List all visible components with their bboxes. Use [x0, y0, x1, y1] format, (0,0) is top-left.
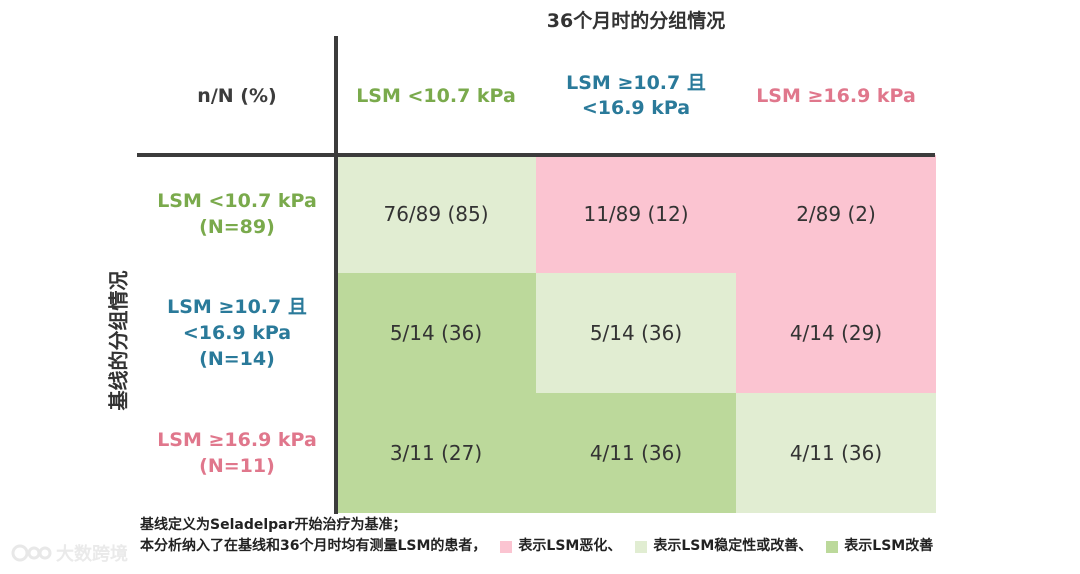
- cell-value: 11/89 (12): [583, 202, 689, 226]
- heatmap-cell: 5/14 (36): [536, 273, 736, 393]
- row-header-2: LSM ≥10.7 且 <16.9 kPa (N=14): [140, 273, 334, 393]
- corner-label: n/N (%): [197, 85, 277, 107]
- row-header-3: LSM ≥16.9 kPa (N=11): [140, 393, 334, 513]
- column-header-1: LSM <10.7 kPa: [336, 60, 536, 132]
- footnote-line-1: 基线定义为Seladelpar开始治疗为基准；: [140, 517, 407, 533]
- cell-value: 4/14 (29): [789, 321, 883, 345]
- footnote-line-2: 本分析纳入了在基线和36个月时均有测量LSM的患者， 表示LSM恶化、 表示LSM…: [140, 536, 933, 557]
- horizontal-divider: [137, 153, 935, 157]
- column-header-text: LSM ≥10.7 且 <16.9 kPa: [566, 71, 706, 121]
- heatmap-cell: 4/11 (36): [536, 393, 736, 513]
- column-header-3: LSM ≥16.9 kPa: [736, 60, 936, 132]
- cell-value: 5/14 (36): [389, 321, 483, 345]
- label-line: (N=89): [199, 216, 275, 238]
- legend-swatch-improved: [826, 540, 839, 553]
- heatmap-cell: 3/11 (27): [336, 393, 536, 513]
- y-axis-title: 基线的分组情况: [106, 270, 131, 410]
- legend-swatch-worse: [500, 540, 513, 553]
- label-line: <16.9 kPa: [182, 322, 292, 344]
- label-line: LSM <10.7 kPa: [356, 84, 516, 107]
- legend-label: 表示LSM恶化、: [518, 538, 622, 554]
- row-header-text: LSM ≥16.9 kPa (N=11): [140, 427, 334, 479]
- row-header-text: LSM ≥10.7 且 <16.9 kPa (N=14): [140, 294, 334, 372]
- logo-icon: [11, 544, 52, 562]
- cell-value: 76/89 (85): [383, 202, 489, 226]
- column-header-2: LSM ≥10.7 且 <16.9 kPa: [536, 60, 736, 132]
- footnote: 基线定义为Seladelpar开始治疗为基准； 本分析纳入了在基线和36个月时均…: [140, 515, 933, 557]
- heatmap-cell: 4/14 (29): [736, 273, 936, 393]
- cell-value: 4/11 (36): [789, 441, 883, 465]
- heatmap-cell: 5/14 (36): [336, 273, 536, 393]
- label-line: LSM <10.7 kPa: [157, 190, 317, 212]
- label-line: LSM ≥10.7 且: [566, 72, 706, 94]
- cell-value: 2/89 (2): [796, 202, 876, 226]
- watermark: 大数跨境: [10, 540, 128, 566]
- label-line: LSM ≥16.9 kPa: [157, 429, 317, 451]
- heatmap-cell: 11/89 (12): [536, 155, 736, 273]
- label-line: <16.9 kPa: [581, 97, 691, 119]
- vertical-divider: [334, 36, 338, 514]
- heatmap-cell: 2/89 (2): [736, 155, 936, 273]
- heatmap-cell: 76/89 (85): [336, 155, 536, 273]
- column-header-text: LSM <10.7 kPa: [356, 84, 516, 109]
- legend-label: 表示LSM改善: [844, 538, 934, 554]
- column-header-text: LSM ≥16.9 kPa: [756, 84, 916, 109]
- legend-label: 表示LSM稳定性或改善、: [653, 538, 813, 554]
- label-line: (N=14): [199, 348, 275, 370]
- cell-value: 5/14 (36): [589, 321, 683, 345]
- row-header-1: LSM <10.7 kPa (N=89): [140, 155, 334, 273]
- label-line: LSM ≥16.9 kPa: [756, 84, 916, 107]
- footnote-line-2-prefix: 本分析纳入了在基线和36个月时均有测量LSM的患者，: [140, 538, 487, 554]
- label-line: (N=11): [199, 455, 275, 477]
- cell-value: 4/11 (36): [589, 441, 683, 465]
- row-header-text: LSM <10.7 kPa (N=89): [140, 188, 334, 240]
- heatmap-cell: 4/11 (36): [736, 393, 936, 513]
- legend-swatch-stable: [635, 540, 648, 553]
- cell-value: 3/11 (27): [389, 441, 483, 465]
- label-line: LSM ≥10.7 且: [167, 296, 307, 318]
- watermark-text: 大数跨境: [56, 544, 128, 565]
- chart-title: 36个月时的分组情况: [546, 10, 726, 32]
